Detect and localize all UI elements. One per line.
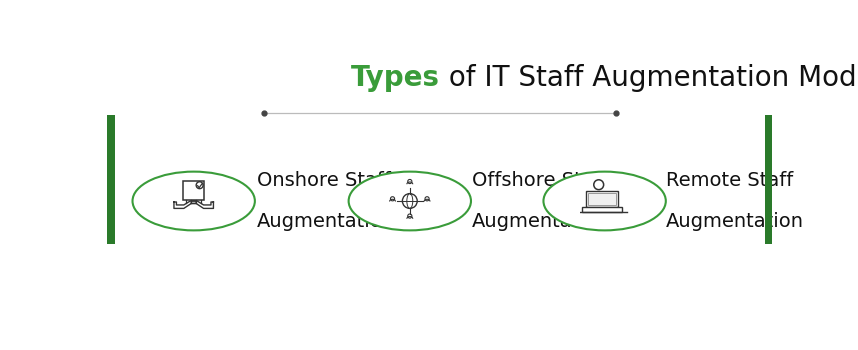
Ellipse shape <box>348 172 471 230</box>
Ellipse shape <box>132 172 255 230</box>
Text: Remote Staff: Remote Staff <box>666 171 793 190</box>
Text: of IT Staff Augmentation Models: of IT Staff Augmentation Models <box>440 64 858 92</box>
Text: Augmentation: Augmentation <box>666 212 804 231</box>
Ellipse shape <box>543 172 666 230</box>
Text: Offshore Staff: Offshore Staff <box>472 171 607 190</box>
Text: Augmentation: Augmentation <box>472 212 610 231</box>
FancyBboxPatch shape <box>107 115 115 244</box>
FancyBboxPatch shape <box>764 115 772 244</box>
Text: Onshore Staff: Onshore Staff <box>257 171 390 190</box>
Text: Augmentation: Augmentation <box>257 212 395 231</box>
Text: Types: Types <box>351 64 440 92</box>
